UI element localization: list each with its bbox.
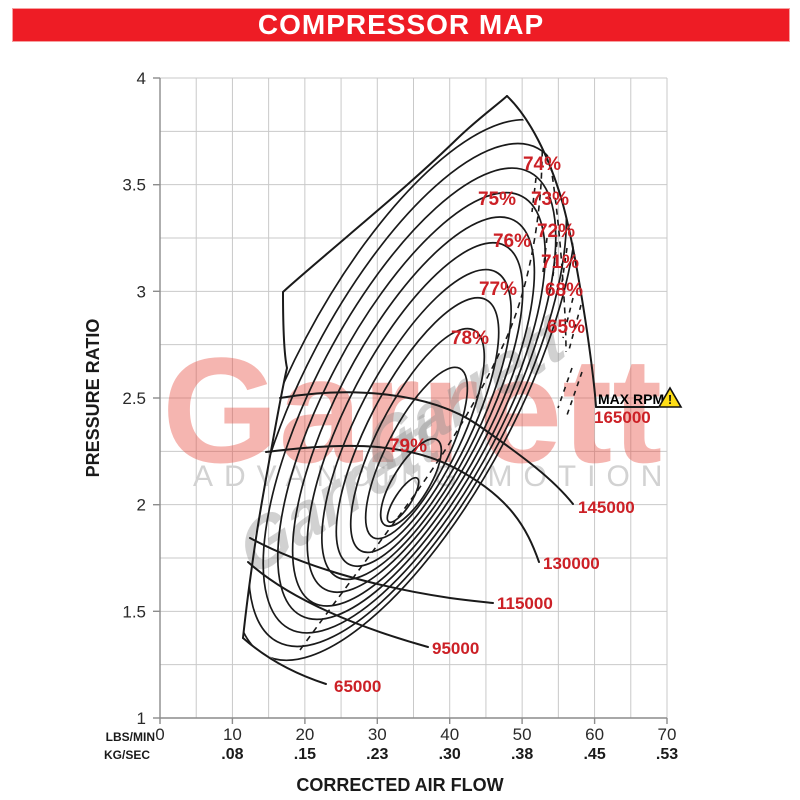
efficiency-label: 71% [541, 252, 579, 273]
x-tick-label-kg: .08 [221, 746, 243, 763]
efficiency-contour [262, 167, 557, 634]
rpm-label: 95000 [432, 639, 479, 658]
surge-line [242, 95, 508, 639]
x-tick-label-lbs: 30 [368, 725, 387, 744]
x-tick-label-lbs: 60 [585, 725, 604, 744]
warning-triangle-icon [657, 386, 683, 408]
watermark-brand-text: Garrett [162, 326, 662, 494]
efficiency-contour [306, 241, 524, 594]
efficiency-label: 75% [478, 189, 516, 210]
x-tick-label-lbs: 10 [223, 725, 242, 744]
y-tick-label: 1 [137, 709, 146, 728]
rpm-label: 145000 [578, 498, 635, 517]
x-tick-label-kg: .38 [511, 746, 533, 763]
efficiency-contour [276, 191, 547, 621]
efficiency-label: 65% [547, 317, 585, 338]
x-unit-lbs-min: LBS/MIN [106, 730, 155, 744]
speed-line-145000 [279, 391, 574, 505]
efficiency-label: 77% [479, 279, 517, 300]
efficiency-label: 79% [389, 436, 427, 457]
warning-exclamation-glyph: ! [668, 392, 672, 407]
watermark-tagline: ADVANCING MOTION [193, 460, 673, 493]
speed-line-130000 [265, 444, 540, 563]
rpm-label: 130000 [543, 554, 600, 573]
rpm-label: 165000 [594, 408, 651, 427]
rpm-labels: 165000 145000 130000 115000 95000 65000 [334, 408, 651, 696]
max-rpm-callout: MAX RPM ! [598, 386, 683, 408]
x-axis-title: CORRECTED AIR FLOW [296, 775, 503, 795]
x-unit-kg-sec: KG/SEC [104, 748, 150, 762]
speed-line-95000 [247, 561, 429, 648]
efficiency-contour [335, 296, 500, 568]
y-axis-title: PRESSURE RATIO [83, 319, 103, 478]
x-tick-label-lbs: 50 [513, 725, 532, 744]
axis-labels: 43.532.521.510 10 20 30 40 50 60 70.08.15.23.30… [122, 69, 678, 763]
efficiency-label: 72% [537, 221, 575, 242]
efficiency-contour [349, 327, 486, 554]
peak-efficiency-dashed-line-hook [541, 121, 567, 353]
speed-line-115000 [249, 537, 494, 604]
watermark: Garrett Garrett Garrett ADVANCING MOTION [162, 294, 673, 592]
choke-dash [557, 367, 573, 409]
x-tick-label-kg: .30 [439, 746, 461, 763]
choke-dash [568, 304, 582, 351]
y-tick-label: 3 [137, 282, 146, 301]
rpm-label: 115000 [497, 594, 553, 613]
y-tick-label: 3.5 [122, 176, 146, 195]
choke-dash [565, 371, 583, 419]
choke-dashed-lines [531, 177, 583, 419]
efficiency-contour [247, 142, 568, 648]
x-tick-label-kg: .23 [366, 746, 388, 763]
page-title: COMPRESSOR MAP [257, 9, 545, 40]
efficiency-contour [321, 268, 512, 581]
y-tick-label: 4 [137, 69, 146, 88]
y-tick-label: 1.5 [122, 602, 146, 621]
efficiency-contour [386, 476, 420, 524]
x-tick-label-kg: .45 [583, 746, 605, 763]
axis-ticks [153, 77, 668, 724]
peak-efficiency-dashed-line [299, 121, 544, 651]
rpm-label: 65000 [334, 677, 381, 696]
choke-dash [562, 297, 574, 339]
efficiency-label: 78% [451, 328, 489, 349]
y-tick-label: 2 [137, 496, 146, 515]
speed-lines [242, 95, 659, 685]
efficiency-contour [291, 216, 536, 607]
efficiency-label: 68% [545, 280, 583, 301]
efficiency-labels: 74% 75% 73%76% 72% 71% 77% 68% 65% 78% 79% [389, 154, 585, 457]
x-tick-label-kg: .15 [294, 746, 316, 763]
speed-line-65000 [242, 637, 327, 685]
max-rpm-label: MAX RPM [598, 391, 664, 407]
x-tick-label-lbs: 0 [155, 725, 164, 744]
efficiency-label: 73% [531, 189, 569, 210]
x-tick-label-kg: .53 [656, 746, 678, 763]
title-banner: COMPRESSOR MAP [12, 8, 790, 42]
efficiency-label: 76% [493, 231, 531, 252]
x-tick-label-lbs: 70 [658, 725, 677, 744]
x-tick-label-lbs: 20 [295, 725, 314, 744]
efficiency-contour [379, 437, 443, 528]
speed-line-165000 [506, 95, 597, 408]
efficiency-contour [364, 366, 469, 540]
x-tick-label-lbs: 40 [440, 725, 459, 744]
efficiency-label: 74% [523, 154, 561, 175]
y-tick-label: 2.5 [122, 389, 146, 408]
